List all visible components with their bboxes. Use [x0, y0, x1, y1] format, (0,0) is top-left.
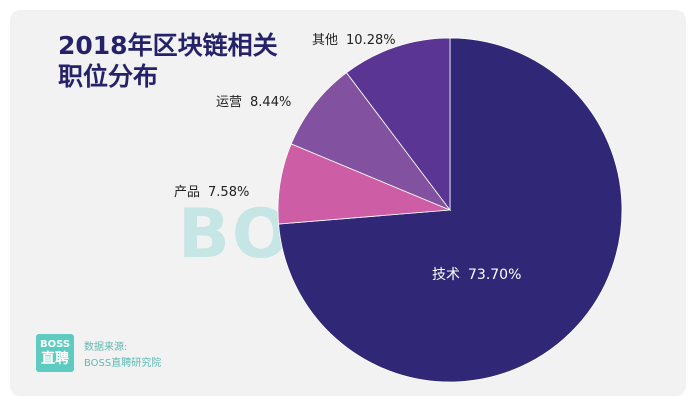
- slice-category: 其他: [312, 33, 339, 48]
- slice-value: 7.58%: [208, 185, 250, 200]
- slice-value: 8.44%: [250, 95, 292, 110]
- boss-logo: BOSS 直聘: [36, 334, 74, 372]
- slice-value: 73.70%: [468, 267, 522, 283]
- chart-title-line-1: 2018年区块链相关: [58, 31, 278, 60]
- slice-category: 产品: [174, 185, 201, 200]
- source-label: 数据来源:: [84, 342, 128, 353]
- data-source: 数据来源: BOSS直聘研究院: [84, 340, 161, 372]
- logo-line-2: 直聘: [41, 351, 69, 367]
- chart-title: 2018年区块链相关 职位分布: [58, 30, 288, 92]
- slice-label-product: 产品 7.58%: [174, 181, 249, 200]
- slice-label-operations: 运营 8.44%: [216, 91, 291, 110]
- slice-operations: [290, 72, 452, 211]
- logo-line-1: BOSS: [39, 339, 71, 350]
- slice-category: 技术: [432, 267, 460, 283]
- slice-label-tech: 技术 73.70%: [432, 264, 521, 284]
- slice-category: 运营: [216, 95, 243, 110]
- slice-value: 10.28%: [346, 33, 396, 48]
- chart-title-line-2: 职位分布: [58, 62, 159, 91]
- slice-other: [345, 37, 451, 212]
- source-name: BOSS直聘研究院: [84, 358, 162, 369]
- slice-label-other: 其他 10.28%: [312, 29, 396, 48]
